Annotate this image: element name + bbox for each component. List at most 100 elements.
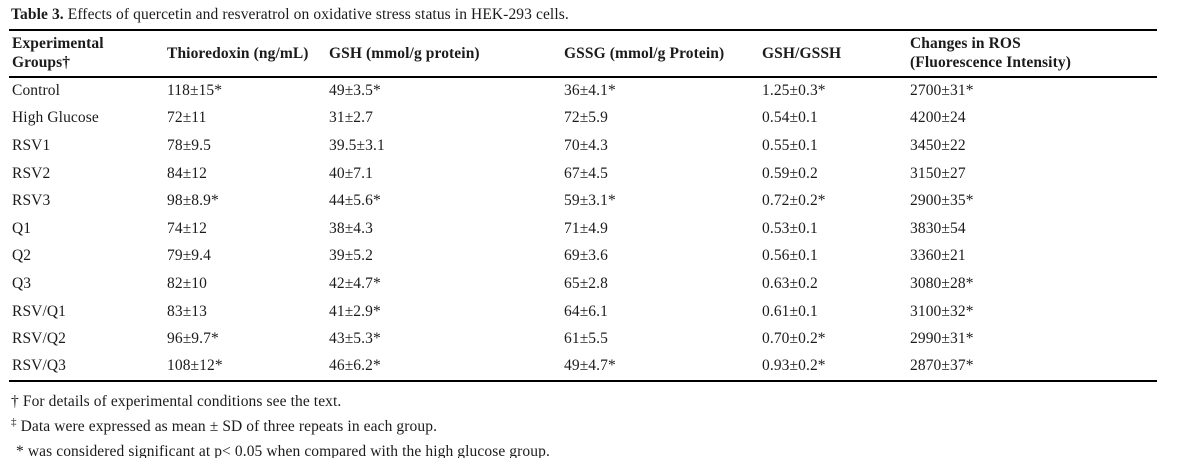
row-label: RSV2 (12, 164, 51, 182)
table-title: Table 3. Effects of quercetin and resver… (9, 2, 1189, 29)
value-cell: 108±12* (167, 357, 223, 375)
value-cell: 0.72±0.2* (762, 192, 826, 210)
column-header-thioredoxin: Thioredoxin (ng/mL) (167, 30, 329, 78)
footnote-double-dagger: ‡ Data were expressed as mean ± SD of th… (11, 415, 438, 435)
value-cell: 41±2.9* (329, 302, 381, 320)
table-row-high-glucose: High Glucose 72±11 31±2.7 72±5.9 0.54±0.… (9, 105, 1157, 133)
table-row-rsv2: RSV2 84±12 40±7.1 67±4.5 0.59±0.2 3150±2… (9, 160, 1157, 188)
value-cell: 96±9.7* (167, 330, 219, 348)
table-row-rsv1: RSV1 78±9.5 39.5±3.1 70±4.3 0.55±0.1 345… (9, 132, 1157, 160)
value-cell: 82±10 (167, 274, 208, 292)
value-cell: 46±6.2* (329, 357, 381, 375)
footnote-text: For details of experimental conditions s… (22, 392, 342, 410)
value-cell: 3450±22 (910, 136, 966, 154)
column-header-ros-changes: Changes in ROS (Fluorescence Intensity) (910, 30, 1157, 78)
table-row-q2: Q2 79±9.4 39±5.2 69±3.6 0.56±0.1 3360±21 (9, 243, 1157, 271)
row-label: RSV/Q2 (12, 330, 67, 348)
row-label: High Glucose (12, 109, 99, 127)
row-label: Q1 (12, 219, 32, 237)
value-cell: 43±5.3* (329, 330, 381, 348)
row-label: RSV/Q1 (12, 302, 67, 320)
value-cell: 0.53±0.1 (762, 219, 818, 237)
value-cell: 3360±21 (910, 247, 966, 265)
footnotes-section: † For details of experimental conditions… (9, 382, 1189, 458)
value-cell: 0.56±0.1 (762, 247, 818, 265)
row-label: Control (12, 82, 61, 100)
column-header-gssg: GSSG (mmol/g Protein) (564, 30, 762, 78)
value-cell: 3150±27 (910, 164, 966, 182)
value-cell: 72±11 (167, 109, 207, 127)
column-header-gsh-gssh-ratio: GSH/GSSH (762, 30, 910, 78)
value-cell: 0.70±0.2* (762, 330, 826, 348)
value-cell: 71±4.9 (564, 219, 608, 237)
value-cell: 70±4.3 (564, 136, 608, 154)
value-cell: 0.55±0.1 (762, 136, 818, 154)
row-label: Q2 (12, 247, 32, 265)
value-cell: 3830±54 (910, 219, 966, 237)
value-cell: 79±9.4 (167, 247, 211, 265)
asterisk-marker: * (16, 443, 24, 458)
value-cell: 39±5.2 (329, 247, 373, 265)
value-cell: 49±3.5* (329, 82, 381, 100)
value-cell: 36±4.1* (564, 82, 616, 100)
value-cell: 78±9.5 (167, 136, 211, 154)
value-cell: 2870±37* (910, 357, 974, 375)
footnote-dagger: † For details of experimental conditions… (11, 389, 1189, 414)
value-cell: 0.54±0.1 (762, 109, 818, 127)
value-cell: 1.25±0.3* (762, 82, 826, 100)
table-row-control: Control 118±15* 49±3.5* 36±4.1* 1.25±0.3… (9, 77, 1157, 105)
table-body: Control 118±15* 49±3.5* 36±4.1* 1.25±0.3… (9, 77, 1157, 381)
table-caption: Effects of quercetin and resveratrol on … (63, 6, 569, 23)
value-cell: 49±4.7* (564, 357, 616, 375)
value-cell: 38±4.3 (329, 219, 373, 237)
value-cell: 2990±31* (910, 330, 974, 348)
value-cell: 0.93±0.2* (762, 357, 826, 375)
header-row: Experimental Groups† Thioredoxin (ng/mL)… (9, 30, 1157, 78)
row-label: RSV/Q3 (12, 357, 67, 375)
footnote-text: Data were expressed as mean ± SD of thre… (20, 417, 438, 435)
row-label: RSV3 (12, 192, 51, 210)
value-cell: 61±5.5 (564, 330, 608, 348)
dagger-marker: † (11, 392, 19, 410)
value-cell: 31±2.7 (329, 109, 373, 127)
value-cell: 42±4.7* (329, 274, 381, 292)
value-cell: 39.5±3.1 (329, 136, 385, 154)
row-label: Q3 (12, 274, 32, 292)
value-cell: 59±3.1* (564, 192, 616, 210)
footnote-text: was considered significant at p< 0.05 wh… (27, 443, 550, 458)
value-cell: 0.63±0.2 (762, 274, 818, 292)
data-table: Experimental Groups† Thioredoxin (ng/mL)… (9, 29, 1157, 382)
value-cell: 65±2.8 (564, 274, 608, 292)
value-cell: 98±8.9* (167, 192, 219, 210)
footnote-asterisk: * was considered significant at p< 0.05 … (11, 439, 1189, 458)
table-row-rsv3: RSV3 98±8.9* 44±5.6* 59±3.1* 0.72±0.2* 2… (9, 187, 1157, 215)
value-cell: 3080±28* (910, 274, 974, 292)
table-row-q1: Q1 74±12 38±4.3 71±4.9 0.53±0.1 3830±54 (9, 215, 1157, 243)
table-header: Experimental Groups† Thioredoxin (ng/mL)… (9, 30, 1157, 78)
table-row-rsv-q2: RSV/Q2 96±9.7* 43±5.3* 61±5.5 0.70±0.2* … (9, 325, 1157, 353)
value-cell: 3100±32* (910, 302, 974, 320)
row-label: RSV1 (12, 136, 51, 154)
value-cell: 2700±31* (910, 82, 974, 100)
value-cell: 67±4.5 (564, 164, 608, 182)
value-cell: 2900±35* (910, 192, 974, 210)
value-cell: 40±7.1 (329, 164, 373, 182)
value-cell: 84±12 (167, 164, 208, 182)
value-cell: 0.59±0.2 (762, 164, 818, 182)
table-row-rsv-q3: RSV/Q3 108±12* 46±6.2* 49±4.7* 0.93±0.2*… (9, 353, 1157, 381)
column-header-experimental-groups: Experimental Groups† (9, 30, 167, 78)
table-row-q3: Q3 82±10 42±4.7* 65±2.8 0.63±0.2 3080±28… (9, 270, 1157, 298)
value-cell: 44±5.6* (329, 192, 381, 210)
value-cell: 69±3.6 (564, 247, 608, 265)
value-cell: 4200±24 (910, 109, 966, 127)
table-number-label: Table 3. (11, 6, 64, 23)
value-cell: 64±6.1 (564, 302, 608, 320)
value-cell: 118±15* (167, 82, 223, 100)
value-cell: 72±5.9 (564, 109, 608, 127)
table-row-rsv-q1: RSV/Q1 83±13 41±2.9* 64±6.1 0.61±0.1 310… (9, 298, 1157, 326)
value-cell: 0.61±0.1 (762, 302, 818, 320)
column-header-gsh: GSH (mmol/g protein) (329, 30, 564, 78)
value-cell: 83±13 (167, 302, 208, 320)
value-cell: 74±12 (167, 219, 208, 237)
